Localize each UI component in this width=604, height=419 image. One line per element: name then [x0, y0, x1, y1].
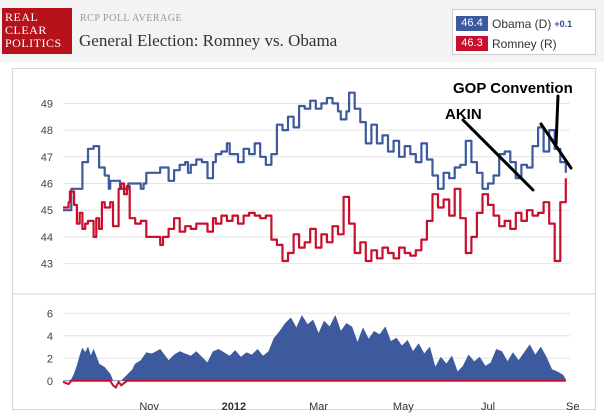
header: REAL CLEAR POLITICS RCP POLL AVERAGE Gen…	[0, 0, 604, 62]
logo-line-1: REAL	[5, 10, 39, 24]
legend-spread: +0.1	[554, 18, 573, 29]
poll-kicker: RCP POLL AVERAGE	[80, 13, 183, 24]
x-tick-label: Nov	[139, 401, 159, 413]
x-tick-label: 2012	[222, 401, 246, 413]
y-tick-label-spread: 6	[47, 308, 53, 320]
legend-item-romney[interactable]: 46.3 Romney (R)	[456, 35, 557, 52]
y-tick-label: 45	[41, 205, 53, 217]
logo-line-2: CLEAR	[5, 23, 47, 37]
x-tick-label: Jul	[481, 401, 495, 413]
x-tick-label: Mar	[309, 401, 328, 413]
y-tick-label: 43	[41, 259, 53, 271]
legend: 46.4 Obama (D) +0.1 46.3 Romney (R)	[452, 9, 596, 55]
legend-label-romney: Romney (R)	[492, 36, 557, 51]
legend-value-romney: 46.3	[456, 36, 488, 51]
akin-arrow	[461, 118, 535, 192]
legend-label-obama: Obama (D)	[492, 16, 552, 31]
obama-line	[63, 91, 567, 212]
romney-line	[63, 178, 567, 263]
y-tick-label: 48	[41, 125, 53, 137]
annotation-akin: AKIN	[445, 106, 482, 123]
y-tick-label: 44	[41, 232, 53, 244]
legend-value-obama: 46.4	[456, 16, 488, 31]
x-tick-label: Se	[566, 401, 579, 413]
page-title: General Election: Romney vs. Obama	[79, 31, 338, 50]
y-tick-label: 46	[41, 179, 53, 191]
x-tick-label: May	[393, 401, 414, 413]
rcp-logo[interactable]: REAL CLEAR POLITICS	[2, 8, 72, 54]
spread-negative-line	[62, 379, 566, 390]
gop-arrow-diagonal	[539, 122, 573, 170]
annotation-gop-convention: GOP Convention	[453, 80, 573, 97]
gop-arrow-vertical	[554, 94, 560, 147]
y-tick-label-spread: 4	[47, 331, 53, 343]
legend-item-obama[interactable]: 46.4 Obama (D) +0.1	[456, 15, 572, 32]
y-tick-label: 47	[41, 152, 53, 164]
spread-area	[63, 314, 567, 382]
logo-line-3: POLITICS	[5, 36, 62, 50]
y-tick-label-spread: 2	[47, 353, 53, 365]
y-tick-label-spread: 0	[47, 376, 53, 388]
y-tick-label: 49	[41, 98, 53, 110]
